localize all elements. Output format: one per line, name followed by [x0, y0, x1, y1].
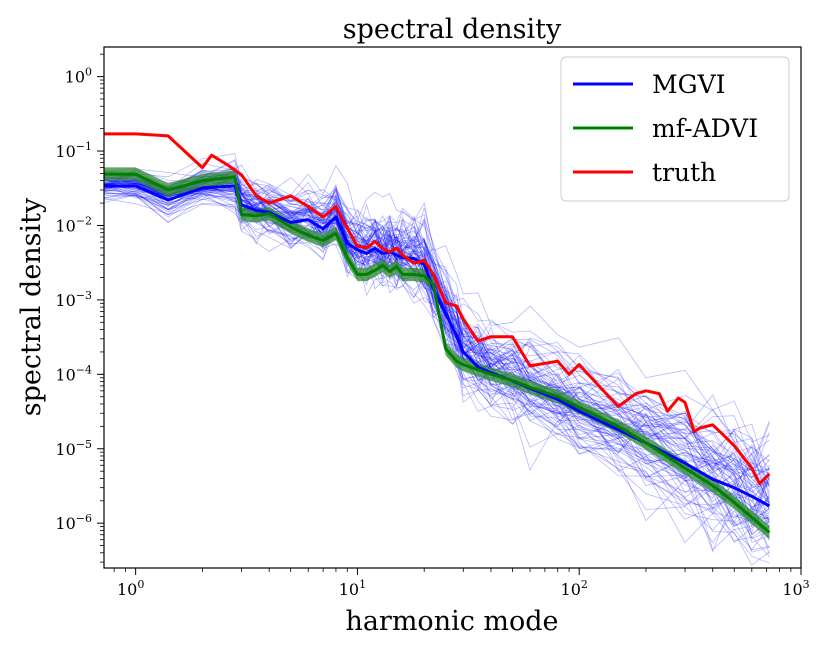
mgvi-sample-line [104, 174, 770, 555]
legend: MGVI mf-ADVI truth [560, 56, 790, 202]
mgvi-sample-line [104, 194, 770, 558]
x-tick-label: 103 [782, 578, 809, 599]
y-tick-label: 10−1 [55, 140, 92, 161]
mgvi-sample-line [104, 176, 770, 520]
y-tick-label: 10−4 [55, 363, 92, 384]
legend-label-truth: truth [652, 158, 716, 187]
mgvi-sample-line [104, 178, 770, 523]
mgvi-sample-line [104, 183, 770, 544]
y-tick-label: 10−6 [55, 512, 92, 533]
mgvi-sample-line [104, 190, 770, 553]
mgvi-sample-line [104, 176, 770, 536]
mgvi-sample-line [104, 182, 770, 494]
mgvi-sample-line [104, 169, 770, 472]
mgvi-sample-line [104, 172, 770, 514]
mgvi-sample-line [104, 175, 770, 493]
mgvi-sample-line [104, 184, 770, 524]
mgvi-sample-line [104, 171, 770, 488]
y-tick-label: 10−2 [55, 214, 92, 235]
mgvi-sample-line [104, 160, 770, 466]
mgvi-sample-line [104, 165, 770, 509]
x-tick-label: 101 [339, 578, 366, 599]
mgvi-sample-line [104, 177, 770, 488]
mgvi-sample-line [104, 175, 770, 488]
mgvi-sample-line [104, 179, 770, 527]
series-layer [104, 132, 771, 534]
mgvi-sample-line [104, 174, 770, 524]
mgvi-sample-line [104, 180, 770, 535]
mgvi-sample-line [104, 187, 770, 551]
mgvi-sample-line [104, 174, 770, 505]
y-axis-label: spectral density [16, 197, 47, 416]
mgvi-sample-line [104, 188, 770, 518]
mgvi-sample-line [104, 153, 770, 443]
y-tick-label: 100 [65, 66, 92, 87]
mgvi-sample-line [104, 179, 770, 486]
mgvi-sample-line [104, 192, 770, 549]
mgvi-samples-layer [104, 153, 770, 566]
mgvi-sample-line [104, 194, 770, 538]
mgvi-sample-line [104, 173, 770, 472]
mgvi-sample-line [104, 164, 770, 471]
series-line-mf-advi [104, 172, 771, 534]
mgvi-sample-line [104, 190, 770, 553]
mgvi-sample-line [104, 168, 770, 479]
y-axis-ticks: 100 10−1 10−2 10−3 10−4 10−5 10−6 [55, 53, 104, 563]
mgvi-sample-line [104, 181, 770, 529]
series-line-mgvi [104, 184, 771, 508]
mgvi-sample-line [104, 185, 770, 541]
chart-title: spectral density [343, 14, 562, 45]
legend-label-mf-advi: mf-ADVI [652, 114, 758, 143]
mgvi-sample-line [104, 186, 770, 522]
x-axis-label: harmonic mode [345, 606, 558, 637]
mgvi-sample-line [104, 170, 770, 471]
legend-label-mgvi: MGVI [652, 70, 726, 99]
mgvi-sample-line [104, 169, 770, 499]
series-line-truth [104, 132, 771, 486]
mgvi-sample-line [104, 188, 770, 531]
y-tick-label: 10−5 [55, 438, 92, 459]
mgvi-sample-line [104, 183, 770, 544]
mgvi-sample-line [104, 184, 770, 551]
x-tick-label: 100 [117, 578, 144, 599]
mgvi-sample-line [104, 172, 770, 475]
mgvi-sample-line [104, 169, 770, 474]
mgvi-sample-line [104, 159, 770, 481]
x-tick-label: 102 [561, 578, 588, 599]
mgvi-sample-line [104, 169, 770, 478]
mgvi-sample-line [104, 185, 770, 520]
mgvi-sample-line [104, 179, 770, 524]
x-axis-ticks: 100 101 102 103 [113, 568, 810, 599]
mgvi-sample-line [104, 166, 770, 519]
legend-box [560, 56, 790, 202]
mgvi-sample-line [104, 172, 770, 503]
mgvi-sample-line [104, 181, 770, 536]
y-tick-label: 10−3 [55, 289, 92, 310]
mgvi-sample-line [104, 162, 770, 473]
mgvi-sample-line [104, 185, 770, 543]
